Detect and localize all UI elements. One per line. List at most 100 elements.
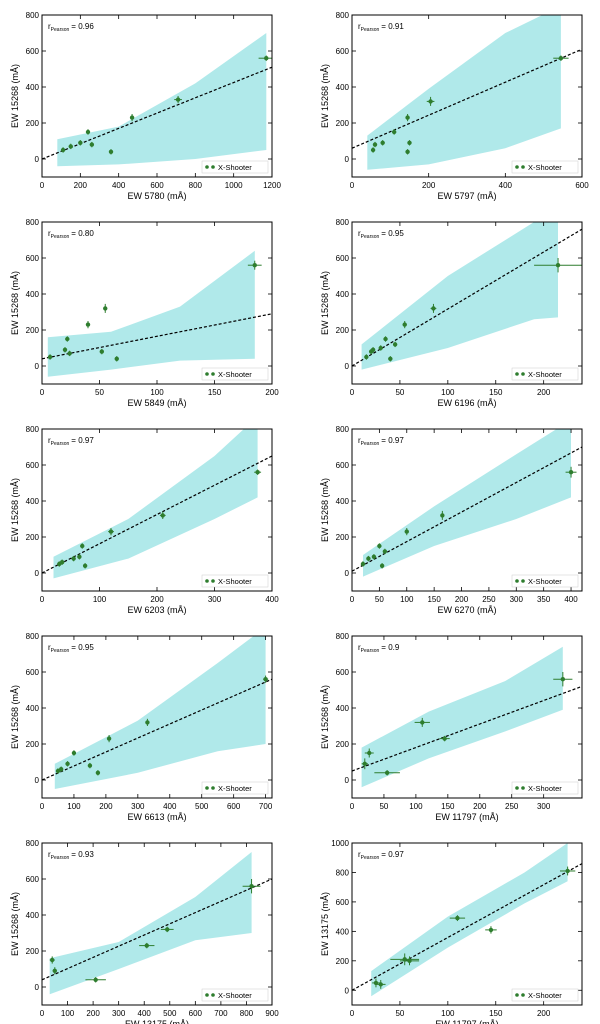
point-marker: [106, 736, 112, 741]
data-point: [85, 977, 106, 983]
y-tick-label: 200: [26, 947, 40, 956]
axes-frame: [351, 428, 583, 592]
x-axis-label: EW 5849 (mÅ): [127, 398, 186, 408]
point-marker: [442, 736, 447, 741]
data-point: [52, 967, 57, 975]
point-marker: [407, 958, 412, 964]
x-axis-label: EW 5780 (mÅ): [127, 191, 186, 201]
confidence-band: [361, 222, 558, 370]
point-marker: [249, 884, 254, 889]
y-axis-label: EW 15268 (mÅ): [10, 685, 20, 749]
data-point: [360, 561, 366, 567]
data-point: [160, 926, 174, 933]
plot-area: [42, 33, 272, 167]
x-tick-label: 400: [564, 595, 578, 604]
x-tick-label: 150: [489, 388, 503, 397]
data-point: [404, 528, 409, 536]
data-point: [553, 55, 569, 61]
legend-marker: [205, 165, 209, 169]
y-axis-label: EW 15268 (mÅ): [320, 271, 330, 335]
legend-box: [511, 988, 579, 1002]
corr-value: = 0.95: [71, 643, 94, 652]
correlation-annotation: rPearson = 0.9: [358, 643, 400, 654]
data-point: [60, 147, 66, 153]
y-tick-label: 200: [336, 533, 350, 542]
x-axis-label: EW 6196 (mÅ): [437, 398, 496, 408]
y-tick-label: 0: [35, 155, 40, 164]
x-tick-label: 600: [227, 802, 241, 811]
corr-symbol: r: [358, 436, 361, 445]
point-marker: [103, 306, 108, 311]
x-tick-label: 250: [505, 802, 519, 811]
data-point: [565, 466, 577, 478]
data-point: [247, 260, 262, 270]
point-marker: [89, 142, 95, 147]
point-marker: [65, 336, 70, 342]
legend-box: [201, 988, 269, 1002]
data-point: [82, 563, 88, 569]
data-point: [370, 147, 376, 153]
panel-4: 0 50 100 150 200 0 200 400 600 800 EW 6196 (mÅ) EW …: [320, 218, 583, 408]
point-marker: [560, 677, 566, 682]
x-tick-label: 300: [112, 1009, 126, 1018]
data-point: [174, 96, 182, 104]
corr-subscript: Pearson: [361, 441, 380, 447]
plot-area: [42, 636, 272, 789]
data-point: [449, 915, 466, 922]
y-tick-label: 600: [26, 668, 40, 677]
legend-label: X-Shooter: [528, 163, 562, 172]
data-point: [392, 341, 398, 348]
point-marker: [420, 720, 425, 725]
corr-symbol: r: [48, 22, 51, 31]
x-tick-label: 1000: [225, 181, 243, 190]
point-marker: [55, 768, 61, 774]
point-marker: [377, 543, 382, 549]
corr-subscript: Pearson: [51, 855, 70, 861]
legend-box: [201, 367, 269, 381]
point-marker: [383, 336, 388, 342]
y-tick-label: 600: [336, 47, 350, 56]
data-point: [103, 303, 108, 313]
data-point: [89, 141, 95, 148]
point-marker: [380, 140, 385, 145]
data-point: [380, 140, 385, 146]
y-tick-label: 200: [26, 326, 40, 335]
x-tick-label: 350: [537, 595, 551, 604]
legend-marker: [211, 165, 215, 169]
y-tick-label: 0: [35, 569, 40, 578]
data-point: [87, 762, 93, 769]
point-marker: [402, 322, 407, 327]
y-tick-label: 0: [35, 983, 40, 992]
x-tick-label: 150: [427, 595, 441, 604]
legend: X-Shooter: [511, 160, 579, 174]
data-point: [388, 356, 393, 362]
x-tick-label: 200: [537, 1009, 551, 1018]
x-tick-label: 200: [455, 595, 469, 604]
x-tick-label: 200: [422, 181, 436, 190]
y-tick-label: 400: [26, 911, 40, 920]
corr-symbol: r: [48, 436, 51, 445]
fit-line: [42, 678, 272, 781]
point-marker: [60, 147, 66, 153]
data-point: [129, 114, 135, 122]
data-point: [99, 348, 105, 355]
y-tick-label: 800: [336, 632, 350, 641]
point-marker: [165, 927, 170, 932]
plot-area: [42, 852, 272, 995]
fit-line: [352, 446, 582, 572]
data-point: [55, 768, 61, 774]
corr-symbol: r: [358, 22, 361, 31]
corr-value: = 0.93: [71, 850, 94, 859]
point-marker: [558, 56, 564, 61]
plot-area: [352, 15, 582, 170]
x-tick-label: 200: [150, 595, 164, 604]
y-tick-label: 200: [336, 119, 350, 128]
data-point: [382, 548, 388, 555]
y-tick-label: 600: [336, 898, 350, 907]
y-axis-label: EW 15268 (mÅ): [10, 64, 20, 128]
data-point: [95, 770, 101, 776]
x-tick-label: 600: [150, 181, 164, 190]
corr-subscript: Pearson: [361, 234, 380, 240]
x-tick-label: 100: [409, 802, 423, 811]
x-tick-label: 0: [40, 595, 45, 604]
